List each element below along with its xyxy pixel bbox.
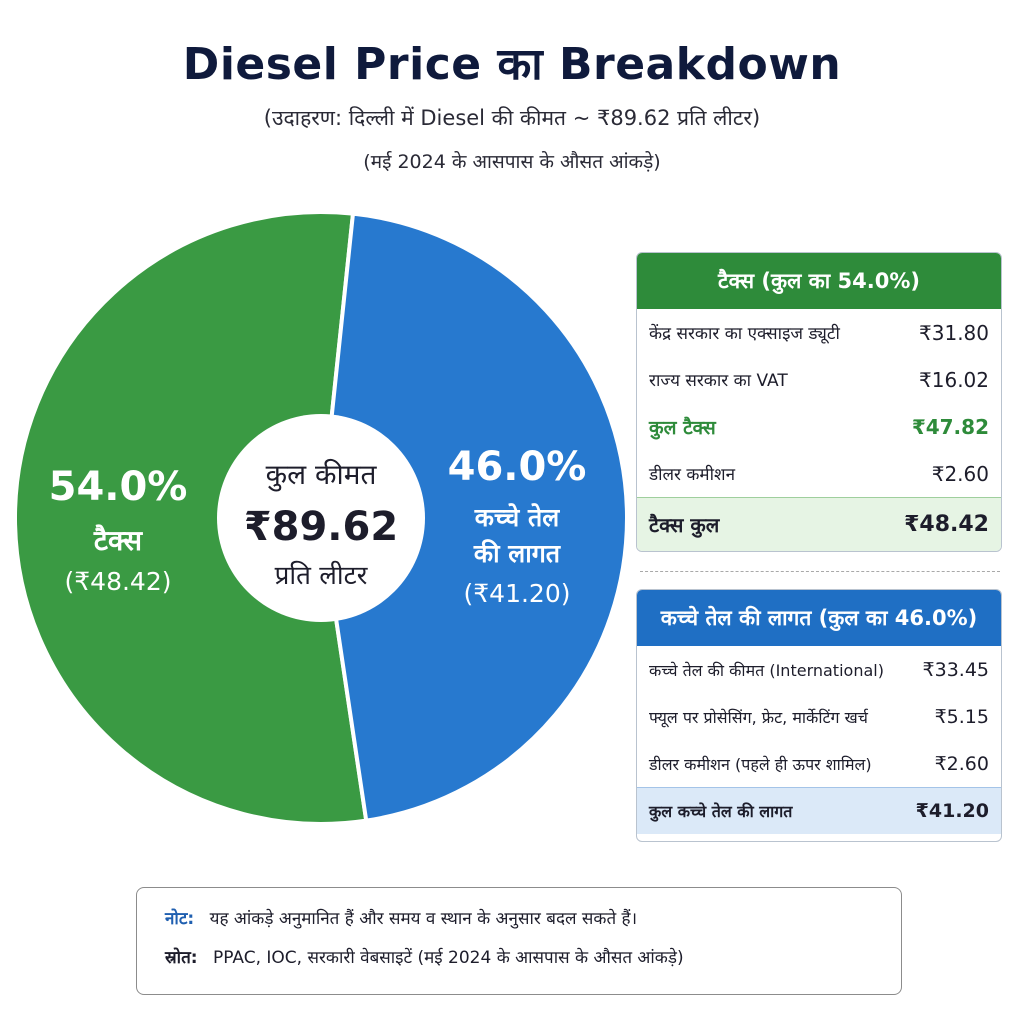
- page-subtitle-date: (मई 2024 के आसपास के औसत आंकड़े): [363, 151, 661, 173]
- oil-breakdown-panel: कच्चे तेल की लागत (कुल का 46.0%) कच्चे त…: [636, 589, 1002, 842]
- pie-center-hole: [217, 414, 425, 622]
- tax-name-label: टैक्स: [93, 524, 143, 557]
- oil-row-label: कच्चे तेल की कीमत (International): [649, 660, 884, 680]
- tax-total-value: ₹48.42: [904, 512, 989, 537]
- tax-row-label: केंद्र सरकार का एक्साइज ड्यूटी: [649, 324, 840, 344]
- oil-row-label: फ्यूल पर प्रोसेसिंग, फ्रेट, मार्केटिंग ख…: [649, 707, 868, 727]
- center-label-price: ₹89.62: [244, 504, 398, 550]
- tax-row-excise: केंद्र सरकार का एक्साइज ड्यूटी ₹31.80: [637, 309, 1001, 356]
- tax-breakdown-panel: टैक्स (कुल का 54.0%) केंद्र सरकार का एक्…: [636, 252, 1002, 552]
- tax-value-label: (₹48.42): [65, 567, 172, 596]
- note-line: नोट: यह आंकड़े अनुमानित हैं और समय व स्थ…: [165, 906, 873, 929]
- note-label: नोट:: [165, 909, 195, 929]
- oil-panel-header: कच्चे तेल की लागत (कुल का 46.0%): [637, 590, 1001, 646]
- oil-row-value: ₹5.15: [934, 705, 989, 728]
- oil-row-crude: कच्चे तेल की कीमत (International) ₹33.45: [637, 646, 1001, 693]
- tax-row-dealer: डीलर कमीशन ₹2.60: [637, 450, 1001, 497]
- note-box: नोट: यह आंकड़े अनुमानित हैं और समय व स्थ…: [136, 887, 902, 995]
- page-subtitle: (उदाहरण: दिल्ली में Diesel की कीमत ~ ₹89…: [263, 106, 761, 130]
- pie-slice-tax: [13, 210, 369, 826]
- oil-row-processing: फ्यूल पर प्रोसेसिंग, फ्रेट, मार्केटिंग ख…: [637, 693, 1001, 740]
- oil-panel-total-row: कुल कच्चे तेल की लागत ₹41.20: [637, 787, 1001, 834]
- oil-row-value: ₹2.60: [934, 752, 989, 775]
- note-text: यह आंकड़े अनुमानित हैं और समय व स्थान के…: [209, 909, 638, 929]
- tax-row-value: ₹47.82: [911, 414, 989, 439]
- oil-name-label-line2: की लागत: [473, 539, 562, 568]
- oil-total-label: कुल कच्चे तेल की लागत: [649, 802, 793, 821]
- oil-row-value: ₹33.45: [922, 658, 989, 681]
- source-line: स्रोत: PPAC, IOC, सरकारी वेबसाइटें (मई 2…: [165, 945, 873, 968]
- oil-percent-label: 46.0%: [448, 444, 587, 490]
- tax-total-label: टैक्स कुल: [649, 513, 720, 537]
- oil-name-label-line1: कच्चे तेल: [474, 503, 560, 532]
- oil-row-label: डीलर कमीशन (पहले ही ऊपर शामिल): [649, 754, 872, 774]
- tax-panel-total-row: टैक्स कुल ₹48.42: [637, 497, 1001, 551]
- pie-slice-oil: [318, 211, 629, 823]
- tax-percent-label: 54.0%: [49, 464, 188, 510]
- tax-panel-header: टैक्स (कुल का 54.0%): [637, 253, 1001, 309]
- tax-row-value: ₹31.80: [919, 320, 989, 345]
- source-label: स्रोत:: [165, 948, 198, 968]
- tax-row-value: ₹16.02: [919, 367, 989, 392]
- tax-row-label: राज्य सरकार का VAT: [649, 371, 788, 391]
- center-label-unit: प्रति लीटर: [275, 560, 369, 591]
- pie-chart: 54.0% टैक्स (₹48.42) 46.0% कच्चे तेल की …: [13, 210, 629, 826]
- tax-row-label: डीलर कमीशन: [649, 465, 736, 485]
- tax-row-vat: राज्य सरकार का VAT ₹16.02: [637, 356, 1001, 403]
- oil-value-label: (₹41.20): [464, 579, 571, 608]
- panel-divider: [640, 571, 1000, 572]
- oil-row-dealer: डीलर कमीशन (पहले ही ऊपर शामिल) ₹2.60: [637, 740, 1001, 787]
- oil-total-value: ₹41.20: [915, 800, 989, 822]
- tax-row-value: ₹2.60: [931, 461, 989, 486]
- page-title: Diesel Price का Breakdown: [182, 39, 842, 90]
- source-text: PPAC, IOC, सरकारी वेबसाइटें (मई 2024 के …: [212, 948, 684, 968]
- tax-row-total-tax: कुल टैक्स ₹47.82: [637, 403, 1001, 450]
- center-label-total: कुल कीमत: [266, 458, 378, 492]
- tax-row-label: कुल टैक्स: [649, 416, 716, 439]
